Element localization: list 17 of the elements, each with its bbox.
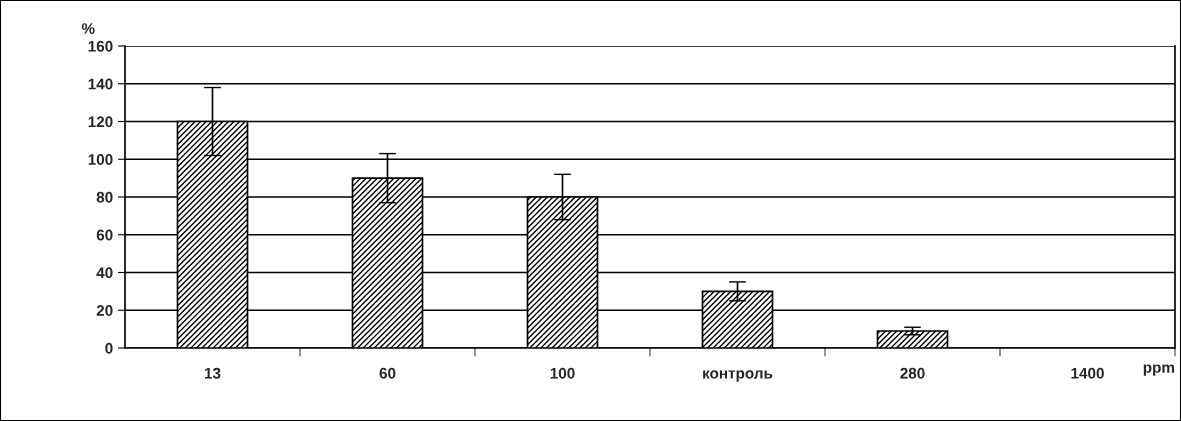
y-tick-label: 0 [105,342,113,354]
y-tick-label: 140 [88,78,113,90]
x-tick-label: 60 [379,367,396,379]
x-tick-label: контроль [703,370,773,382]
y-tick-label: 40 [96,267,113,279]
x-tick-label: 1400 [1071,367,1104,379]
y-tick-label: 20 [96,305,113,316]
y-axis-title: % [81,23,95,34]
x-axis-title: ppm [1143,364,1175,376]
y-tick-label: 160 [88,40,113,52]
x-tick-label: 13 [204,367,221,379]
x-tick-label: 100 [550,367,575,379]
y-tick-label: 60 [96,229,113,241]
y-tick-label: 120 [88,116,113,128]
y-tick-label: 80 [96,191,113,203]
y-tick-label: 100 [88,154,113,165]
x-tick-label: 280 [900,367,925,379]
